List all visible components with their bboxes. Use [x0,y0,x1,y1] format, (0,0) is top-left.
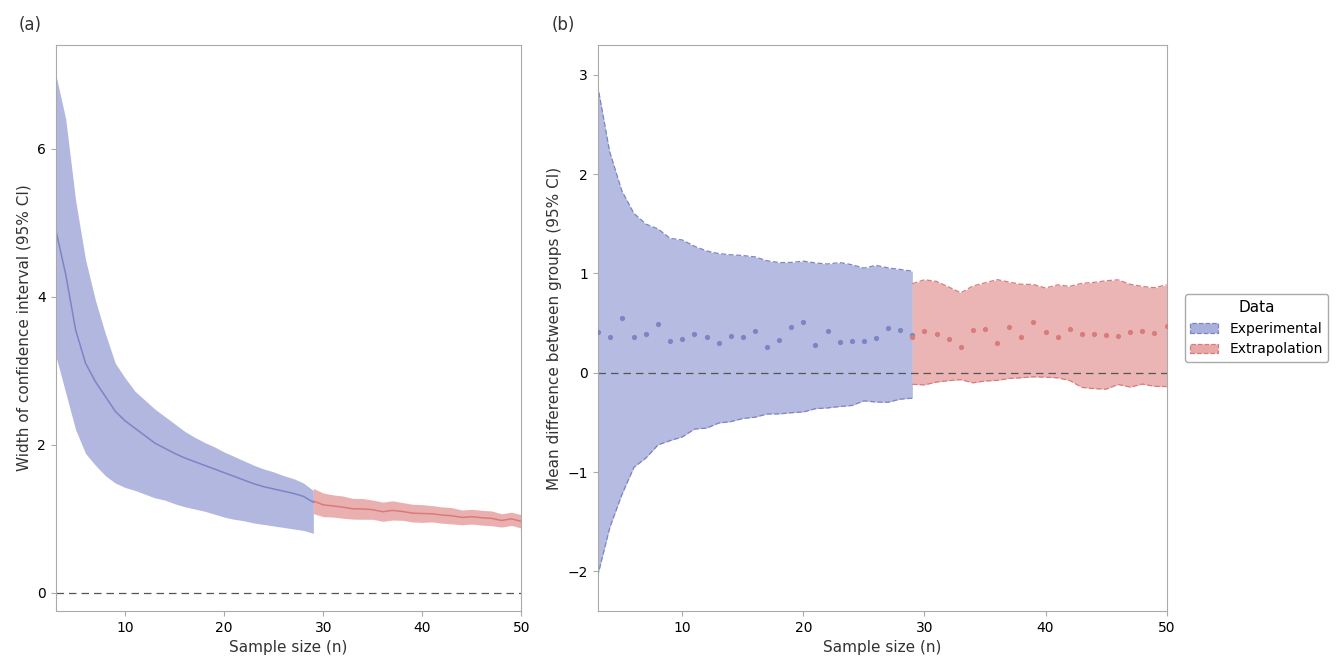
Text: (b): (b) [552,15,575,34]
Point [757,341,778,352]
X-axis label: Sample size (n): Sample size (n) [823,640,941,655]
Point [636,329,657,339]
X-axis label: Sample size (n): Sample size (n) [230,640,348,655]
Point [926,329,948,339]
Point [1035,327,1056,337]
Point [696,332,718,343]
Point [599,332,621,343]
Point [708,338,730,349]
Point [914,326,935,337]
Point [999,321,1020,332]
Text: (a): (a) [19,15,42,34]
Point [902,329,923,340]
Point [853,336,875,347]
Point [1107,331,1129,341]
Point [672,334,694,345]
Legend: Experimental, Extrapolation: Experimental, Extrapolation [1185,294,1328,362]
Point [938,334,960,345]
Point [1120,327,1141,337]
Point [829,337,851,347]
Point [817,325,839,336]
Point [1011,332,1032,343]
Point [974,324,996,335]
Point [648,319,669,329]
Point [1156,321,1177,331]
Point [1071,329,1093,340]
Y-axis label: Width of confidence interval (95% CI): Width of confidence interval (95% CI) [16,185,32,472]
Y-axis label: Mean difference between groups (95% CI): Mean difference between groups (95% CI) [547,167,562,490]
Point [793,317,814,327]
Point [660,336,681,347]
Point [769,335,790,345]
Point [1047,331,1068,342]
Point [1023,317,1044,327]
Point [587,327,609,337]
Point [962,325,984,336]
Point [890,325,911,335]
Point [1132,326,1153,337]
Point [1083,329,1105,340]
Point [878,323,899,333]
Point [684,329,706,339]
Point [986,337,1008,348]
Point [866,333,887,343]
Point [841,335,863,346]
Point [1095,329,1117,340]
Point [805,340,827,351]
Point [745,325,766,336]
Point [612,312,633,323]
Point [902,331,923,342]
Point [732,332,754,343]
Point [624,331,645,342]
Point [950,342,972,353]
Point [720,331,742,342]
Point [1144,328,1165,339]
Point [1059,323,1081,334]
Point [781,322,802,333]
